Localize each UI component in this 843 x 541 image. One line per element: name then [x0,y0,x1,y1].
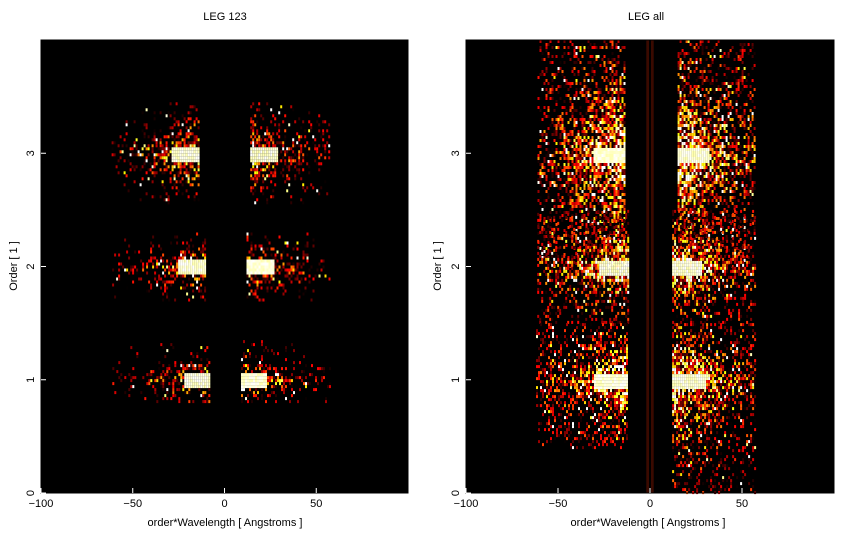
zero-order-gap [649,40,651,493]
order-1-blob [112,340,211,404]
chart-title: LEG 123 [203,11,247,23]
order-1-blob [672,323,757,495]
y-axis-label: Order [ 1 ] [8,241,20,291]
plot-background [41,40,408,493]
heatmap-plot-leg-123: −100 −50 0 50 0 1 2 3 [25,39,409,510]
x-tick-label: −100 [454,498,479,510]
y-tick-label: 1 [25,377,37,383]
y-axis-label: Order [ 1 ] [432,241,444,291]
order-2-blob [246,232,331,302]
x-tick-label: −100 [29,498,54,510]
heatmap-cells [536,40,757,495]
chart-title: LEG all [627,11,665,23]
y-tick-label: 0 [450,490,462,496]
heatmap-plot-leg-all: −100 −50 0 50 0 1 2 3 [450,39,835,510]
x-axis-label: order*Wavelength [ Angstroms ] [147,517,303,529]
heatmap-cells [111,102,331,404]
order-3-blob [250,102,331,205]
order-3-blob [677,40,756,268]
order-3-blob [111,102,200,205]
x-tick-label: 50 [310,498,322,510]
chart-panel-leg-all: LEG all −100 −50 0 50 0 1 2 3 order*Wavelength … [422,0,843,541]
x-tick-label: −50 [549,498,568,510]
x-tick-label: 0 [647,498,653,510]
x-tick-label: −50 [123,498,142,510]
order-2-blob [672,209,757,324]
y-tick-label: 2 [450,263,462,269]
order-2-blob [537,209,630,324]
x-tick-label: 0 [221,498,227,510]
y-tick-label: 3 [25,150,37,156]
y-tick-label: 3 [450,150,462,156]
order-1-blob [536,323,628,450]
y-tick-label: 0 [25,490,37,496]
x-axis-label: order*Wavelength [ Angstroms ] [570,517,726,529]
chart-panel-leg-123: LEG 123 −100 −50 0 50 0 1 2 3 order*Wavelength … [8,11,409,529]
y-tick-label: 1 [450,377,462,383]
order-2-blob [112,232,207,302]
order-1-blob [241,340,331,404]
y-tick-label: 2 [25,263,37,269]
x-tick-label: 50 [736,498,748,510]
